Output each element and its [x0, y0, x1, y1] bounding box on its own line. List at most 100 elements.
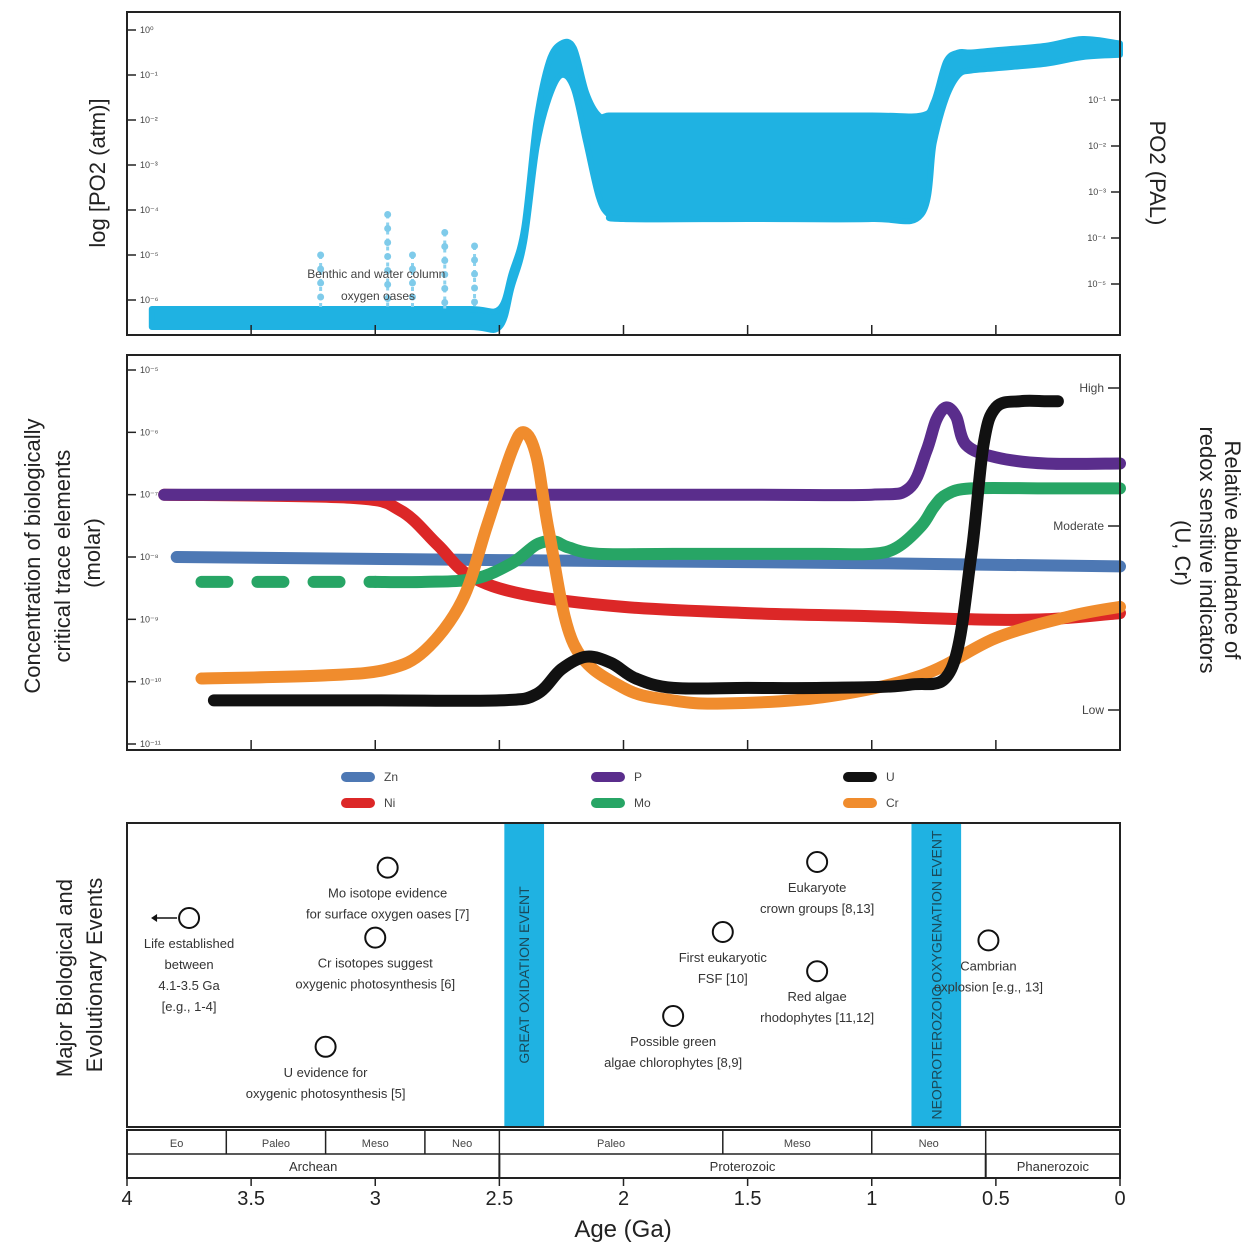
age-axis-title: Age (Ga) — [574, 1216, 671, 1243]
trace-element-panel: 10⁻⁵ 10⁻⁶ 10⁻⁷ 10⁻⁸ 10⁻⁹ 10⁻¹⁰ 10⁻¹¹ High Moder… — [20, 354, 1245, 751]
era-label: Neo — [919, 1138, 939, 1150]
event-text-line: algae chlorophytes [8,9] — [604, 1055, 742, 1070]
oases-annotation: Benthic and water column oxygen oases — [307, 267, 448, 303]
trace-right-axis-label-line: Relative abundance of — [1220, 440, 1245, 660]
age-tick-label: 3.5 — [237, 1188, 265, 1210]
oxygen-right-tick: 10⁻¹ — [1088, 95, 1106, 105]
legend-item-zn: Zn — [341, 770, 398, 784]
age-axis: 4 3.5 3 2.5 2 1.5 1 0.5 0 — [121, 325, 1126, 1210]
eon-label: Archean — [289, 1159, 337, 1174]
legend-item-ni: Ni — [341, 796, 395, 810]
events-axis-label: Major Biological and Evolutionary Events — [52, 873, 107, 1077]
oxygen-left-tick: 10⁻⁶ — [140, 295, 159, 305]
event-marker — [376, 856, 399, 879]
oxygen-oasis-marker — [317, 251, 325, 309]
oxygen-right-tick: 10⁻⁵ — [1088, 279, 1107, 289]
oxygen-right-tick: 10⁻⁴ — [1087, 233, 1106, 243]
series-line-mo — [369, 481, 1126, 589]
event-marker — [662, 1005, 685, 1027]
event-text-line: crown groups [8,13] — [760, 901, 874, 916]
event-marker — [178, 907, 201, 929]
event-item: Cambrian explosion [e.g., 13] — [934, 929, 1043, 994]
event-item: Life established between 4.1-3.5 Ga [e.g., … — [144, 907, 234, 1014]
oxygen-panel: 10⁰ 10⁻¹ 10⁻² 10⁻³ 10⁻⁴ 10⁻⁵ 10⁻⁶ 10⁻¹ 10⁻² 10⁻³… — [85, 11, 1170, 336]
event-marker — [711, 921, 734, 943]
age-tick-label: 2 — [618, 1188, 629, 1210]
event-marker — [977, 929, 1000, 952]
era-cell: Neo — [919, 1130, 987, 1154]
age-tick-label: 0 — [1114, 1188, 1125, 1210]
era-cell: Meso — [784, 1130, 873, 1154]
era-cell: Paleo — [262, 1130, 327, 1154]
events-panel: GREAT OXIDATION EVENT NEOPROTEROZOIC OXYG… — [52, 822, 1121, 1128]
trace-left-tick: 10⁻⁵ — [140, 365, 159, 375]
event-item: Eukaryote crown groups [8,13] — [760, 851, 874, 916]
oxygen-left-tick: 10⁻⁵ — [140, 250, 159, 260]
event-band-label: NEOPROTEROZOIC OXYGENATION EVENT — [928, 830, 944, 1120]
event-text-line: Cr isotopes suggest — [318, 956, 433, 971]
trace-left-axis-label: Concentration of biologically critical t… — [20, 412, 105, 693]
event-text-line: rhodophytes [11,12] — [760, 1010, 874, 1025]
event-text-line: Eukaryote — [788, 880, 847, 895]
event-text-line: Red algae — [787, 989, 846, 1004]
event-marker — [806, 960, 829, 983]
era-cell: Neo — [452, 1130, 501, 1154]
oxygen-oasis-marker — [441, 229, 449, 309]
trace-left-tick: 10⁻¹¹ — [140, 739, 161, 749]
eon-label: Phanerozoic — [1017, 1159, 1090, 1174]
legend-label: Cr — [886, 796, 899, 810]
event-text-line: 4.1-3.5 Ga — [158, 978, 220, 993]
oxygen-right-axis-label: PO2 (PAL) — [1145, 121, 1170, 226]
legend-item-mo: Mo — [591, 796, 651, 810]
legend-label: P — [634, 770, 642, 784]
series-line-zn — [170, 551, 1126, 573]
oxygen-left-tick: 10⁻³ — [140, 160, 158, 170]
geologic-timescale: Eo Paleo Meso Neo Paleo Meso Neo Archean Protero… — [126, 1129, 1121, 1179]
age-tick-label: 4 — [121, 1188, 132, 1210]
age-tick-label: 1 — [866, 1188, 877, 1210]
legend-label: Zn — [384, 770, 398, 784]
eon-cell: Proterozoic — [710, 1154, 987, 1178]
oxygen-oasis-marker — [408, 251, 416, 309]
oases-annotation-line: Benthic and water column — [307, 267, 445, 281]
event-text-line: First eukaryotic — [679, 950, 768, 965]
legend-item-u: U — [843, 770, 895, 784]
event-text-line: Life established — [144, 936, 234, 951]
oxygen-left-tick: 10⁻⁴ — [140, 205, 159, 215]
era-label: Meso — [784, 1138, 811, 1150]
legend-item-cr: Cr — [843, 796, 899, 810]
oases-annotation-line: oxygen oases — [341, 289, 415, 303]
event-marker — [806, 851, 829, 873]
oxygen-right-tick: 10⁻² — [1088, 141, 1106, 151]
event-text-line: [e.g., 1-4] — [162, 999, 217, 1014]
trace-left-tick: 10⁻⁹ — [140, 614, 159, 624]
oxygen-oasis-marker — [384, 211, 392, 309]
event-text-line: Cambrian — [960, 958, 1016, 973]
event-text-line: U evidence for — [284, 1065, 368, 1080]
oxygen-left-axis-label: log [PO2 (atm)] — [85, 98, 110, 247]
era-label: Meso — [362, 1138, 389, 1150]
eon-cell: Archean — [289, 1154, 501, 1178]
event-text-line: oxygenic photosynthesis [5] — [246, 1086, 406, 1101]
event-text-line: Mo isotope evidence — [328, 886, 447, 901]
age-tick-label: 3 — [370, 1188, 381, 1210]
arrow-left-icon — [151, 914, 178, 922]
trace-left-axis-label-line: (molar) — [80, 518, 105, 588]
oxygen-left-tick: 10⁻¹ — [140, 70, 158, 80]
series-line-ni — [158, 488, 1126, 626]
events-axis-label-line: Evolutionary Events — [82, 878, 107, 1072]
oxygen-right-tick: 10⁻³ — [1088, 187, 1106, 197]
trace-left-tick: 10⁻¹⁰ — [140, 677, 162, 687]
series-line-u — [207, 394, 1064, 707]
event-band: GREAT OXIDATION EVENT — [504, 823, 545, 1127]
trace-right-tick: Moderate — [1053, 519, 1104, 533]
era-label: Paleo — [262, 1138, 290, 1150]
event-text-line: explosion [e.g., 13] — [934, 979, 1043, 994]
eon-cell: Phanerozoic — [1017, 1154, 1121, 1178]
legend-label: Mo — [634, 796, 651, 810]
age-tick-label: 2.5 — [485, 1188, 513, 1210]
trace-left-tick: 10⁻⁸ — [140, 552, 159, 562]
oxygen-oasis-marker — [471, 242, 479, 309]
trace-left-axis-label-line: critical trace elements — [50, 450, 75, 663]
